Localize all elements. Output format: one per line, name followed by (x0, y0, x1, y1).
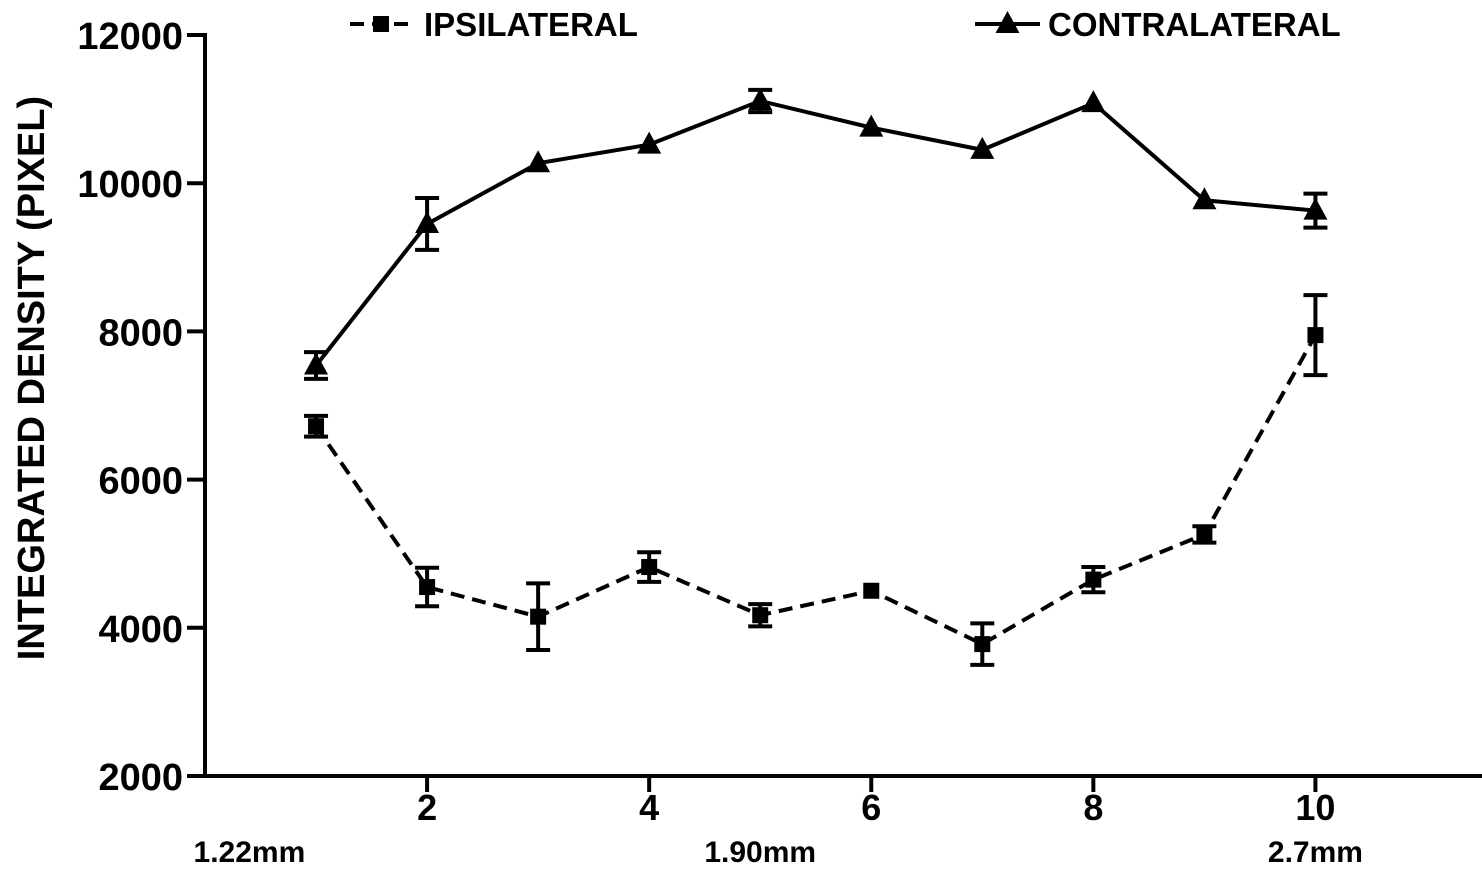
x-annotation: 1.90mm (704, 836, 816, 869)
y-axis-label: INTEGRATED DENSITY (PIXEL) (11, 96, 53, 660)
data-point (748, 87, 773, 110)
y-tick-label: 6000 (98, 461, 183, 503)
series-contralateral (304, 87, 1328, 381)
data-point (641, 559, 658, 576)
x-tick-label: 6 (861, 787, 881, 828)
data-point (970, 136, 995, 159)
data-point (1192, 187, 1217, 210)
y-tick-label: 4000 (98, 609, 183, 651)
y-tick-label: 8000 (98, 312, 183, 354)
series-line (314, 98, 1316, 367)
x-tick-label: 8 (1083, 787, 1103, 828)
legend-label: IPSILATERAL (424, 6, 638, 43)
data-point (308, 418, 325, 435)
y-tick-label: 12000 (77, 16, 183, 58)
data-point (1081, 90, 1106, 113)
x-tick-label: 2 (417, 787, 437, 828)
legend-item: IPSILATERAL (350, 6, 638, 43)
x-tick-label: 4 (639, 787, 659, 828)
data-point (974, 636, 991, 653)
data-point (304, 352, 329, 375)
data-point (419, 579, 436, 596)
data-point (863, 582, 880, 599)
x-annotation: 2.7mm (1268, 836, 1363, 869)
data-point (859, 114, 884, 137)
legend-marker (373, 16, 389, 32)
series-line (314, 334, 1318, 647)
legend-item: CONTRALATERAL (975, 6, 1341, 43)
series-ipsilateral (304, 293, 1328, 667)
y-tick-label: 10000 (77, 164, 183, 206)
series-layer (304, 87, 1328, 667)
data-point (415, 210, 440, 233)
data-point (1303, 197, 1328, 220)
x-annotation: 1.22mm (194, 836, 306, 869)
data-point (526, 150, 551, 173)
data-point (1196, 526, 1213, 543)
legend: IPSILATERAL CONTRALATERAL (350, 6, 1341, 43)
x-tick-label: 10 (1295, 787, 1335, 828)
legend-label: CONTRALATERAL (1048, 6, 1341, 43)
axes: 2000 4000 6000 8000 10000 12000 2 4 6 8 10 1.22mm 1.… (77, 16, 1482, 869)
data-point (1085, 571, 1102, 588)
y-tick-label: 2000 (98, 757, 183, 799)
data-point (637, 131, 662, 154)
data-point (530, 608, 547, 625)
legend-marker (995, 11, 1020, 33)
data-point (1307, 327, 1324, 344)
data-point (752, 607, 769, 624)
